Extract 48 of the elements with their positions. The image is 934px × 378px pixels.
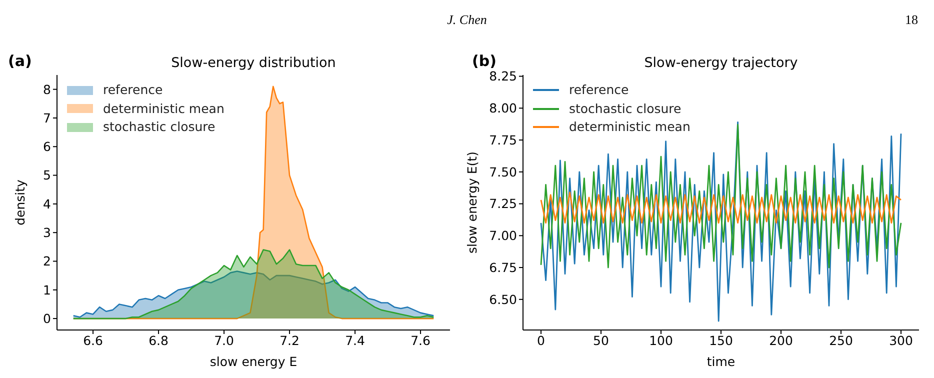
x-tick-label: 7.2 [280,332,300,348]
x-tick-label: 7.0 [214,332,234,348]
x-tick-label: 200 [769,332,793,348]
x-tick-label: 100 [649,332,673,348]
text: (a) [8,52,32,70]
legend-label: deterministic mean [569,118,690,136]
y-axis-title: slow energy E(t) [464,152,480,254]
chart-title: Slow-energy trajectory [643,55,799,71]
y-tick-label: 3 [43,225,51,240]
legend-label: reference [103,81,163,100]
x-tick-label: 7.6 [410,332,431,348]
y-tick-label: 7.75 [489,132,517,148]
chart-title: Slow-energy distribution [170,55,337,71]
text: 18 [904,12,918,28]
x-tick-label: 6.6 [83,332,104,348]
y-tick-label: 6 [43,139,52,154]
x-tick-label: 6.8 [148,332,169,348]
x-tick-label: 7.4 [345,332,366,348]
line-series [540,121,902,322]
x-tick-label: 50 [593,332,609,348]
y-tick-label: 0 [43,310,52,326]
y-tick-label: 1 [43,282,51,298]
legend-label: stochastic closure [103,118,216,136]
y-tick-label: 8 [43,82,52,97]
y-axis-title: density [12,178,28,226]
legend-label: stochastic closure [569,100,682,118]
text: (b) [472,52,496,70]
x-axis-title: slow energy E [210,354,298,369]
y-tick-label: 7.50 [489,164,518,180]
x-tick-label: 0 [537,332,546,348]
x-axis-title: time [706,354,736,369]
y-tick-label: 8.25 [489,68,517,84]
legend-label: reference [569,81,629,100]
x-tick-label: 250 [829,332,853,348]
y-tick-label: 7.25 [489,196,517,212]
line-series [540,192,902,224]
x-tick-label: 300 [889,332,913,348]
y-tick-label: 8.00 [489,100,518,116]
y-tick-label: 2 [43,254,51,269]
text: J. Chen [446,12,488,28]
y-tick-label: 6.75 [489,260,517,275]
y-tick-label: 4 [43,196,52,212]
y-tick-label: 7 [43,110,51,126]
legend-label: deterministic mean [103,100,224,118]
y-tick-label: 7.00 [489,228,518,244]
x-tick-label: 150 [709,332,733,348]
y-tick-label: 5 [43,168,51,183]
y-tick-label: 6.50 [489,292,518,307]
